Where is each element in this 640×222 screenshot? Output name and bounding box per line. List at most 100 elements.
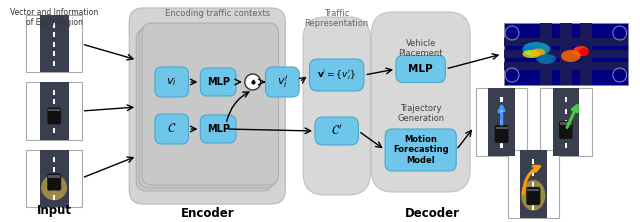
- Ellipse shape: [536, 54, 556, 64]
- FancyBboxPatch shape: [371, 12, 470, 192]
- FancyBboxPatch shape: [303, 17, 371, 195]
- FancyBboxPatch shape: [155, 114, 189, 144]
- Text: $v_i'$: $v_i'$: [277, 74, 288, 90]
- Bar: [53, 186, 55, 190]
- Text: $\mathcal{C}'$: $\mathcal{C}'$: [331, 124, 342, 138]
- Bar: [540, 88, 591, 156]
- Ellipse shape: [522, 50, 540, 58]
- Text: MLP: MLP: [207, 124, 230, 134]
- FancyBboxPatch shape: [310, 59, 364, 91]
- Bar: [560, 23, 572, 85]
- FancyBboxPatch shape: [559, 121, 573, 139]
- FancyBboxPatch shape: [385, 129, 456, 171]
- Bar: [532, 205, 534, 210]
- Bar: [53, 61, 55, 66]
- Text: Trajectory
Generation: Trajectory Generation: [397, 104, 444, 123]
- Bar: [508, 150, 559, 218]
- Bar: [532, 182, 534, 187]
- FancyBboxPatch shape: [200, 68, 236, 96]
- Ellipse shape: [573, 46, 589, 56]
- Bar: [488, 88, 515, 156]
- Text: MLP: MLP: [408, 64, 433, 74]
- Bar: [26, 149, 82, 206]
- Bar: [504, 50, 628, 58]
- Text: Motion
Forecasting
Model: Motion Forecasting Model: [393, 135, 449, 165]
- Bar: [53, 32, 55, 38]
- FancyBboxPatch shape: [396, 56, 445, 83]
- Text: $\mathbf{v'} = \{v_i'\}$: $\mathbf{v'} = \{v_i'\}$: [317, 68, 356, 82]
- Bar: [500, 109, 503, 114]
- Ellipse shape: [522, 42, 550, 56]
- Bar: [26, 83, 82, 139]
- FancyBboxPatch shape: [129, 8, 285, 204]
- Bar: [504, 23, 628, 85]
- FancyBboxPatch shape: [266, 67, 299, 97]
- Bar: [53, 128, 55, 133]
- Bar: [540, 23, 552, 85]
- Text: Encoding traffic contexts: Encoding traffic contexts: [164, 9, 269, 18]
- Bar: [532, 193, 534, 198]
- Ellipse shape: [531, 48, 545, 56]
- FancyBboxPatch shape: [47, 174, 61, 190]
- Bar: [53, 119, 55, 123]
- Bar: [552, 88, 579, 156]
- Bar: [476, 88, 527, 156]
- Bar: [504, 62, 628, 70]
- Bar: [53, 90, 55, 95]
- Bar: [53, 23, 55, 28]
- Bar: [40, 16, 68, 73]
- Bar: [496, 127, 508, 129]
- Bar: [564, 97, 567, 102]
- Text: Vehicle
Placement: Vehicle Placement: [399, 39, 443, 58]
- Bar: [564, 131, 567, 136]
- Bar: [527, 188, 540, 191]
- Bar: [53, 176, 55, 181]
- Text: Input: Input: [36, 204, 72, 216]
- Bar: [53, 157, 55, 162]
- Text: Traffic
Representation: Traffic Representation: [305, 9, 369, 28]
- Bar: [504, 38, 628, 46]
- Bar: [532, 171, 534, 176]
- Text: Decoder: Decoder: [405, 206, 460, 220]
- Bar: [564, 109, 567, 114]
- FancyBboxPatch shape: [526, 187, 540, 205]
- Circle shape: [245, 74, 260, 90]
- Text: Vector and Information
of Each Region: Vector and Information of Each Region: [10, 8, 99, 27]
- Bar: [53, 195, 55, 200]
- Text: ·: ·: [250, 73, 255, 91]
- Bar: [40, 83, 68, 139]
- Bar: [500, 97, 503, 102]
- FancyBboxPatch shape: [315, 117, 358, 145]
- Bar: [580, 23, 591, 85]
- Text: Encoder: Encoder: [180, 206, 234, 220]
- Ellipse shape: [521, 180, 545, 211]
- Bar: [53, 42, 55, 47]
- FancyBboxPatch shape: [139, 26, 275, 188]
- Bar: [520, 150, 547, 218]
- FancyBboxPatch shape: [200, 115, 236, 143]
- Text: $v_i$: $v_i$: [166, 76, 177, 88]
- Text: MLP: MLP: [207, 77, 230, 87]
- Bar: [48, 175, 60, 178]
- Bar: [564, 120, 567, 125]
- FancyBboxPatch shape: [136, 29, 273, 191]
- Bar: [40, 149, 68, 206]
- FancyBboxPatch shape: [142, 23, 278, 185]
- FancyBboxPatch shape: [155, 67, 189, 97]
- Bar: [48, 109, 60, 111]
- Bar: [564, 143, 567, 148]
- Ellipse shape: [561, 50, 580, 62]
- Bar: [53, 109, 55, 114]
- Bar: [532, 159, 534, 164]
- Ellipse shape: [579, 48, 589, 56]
- Bar: [53, 166, 55, 172]
- Bar: [53, 52, 55, 57]
- FancyBboxPatch shape: [495, 125, 509, 143]
- Bar: [500, 143, 503, 148]
- Bar: [26, 16, 82, 73]
- Ellipse shape: [41, 175, 67, 200]
- Bar: [500, 120, 503, 125]
- Bar: [53, 99, 55, 105]
- FancyBboxPatch shape: [47, 107, 61, 125]
- Bar: [560, 123, 572, 125]
